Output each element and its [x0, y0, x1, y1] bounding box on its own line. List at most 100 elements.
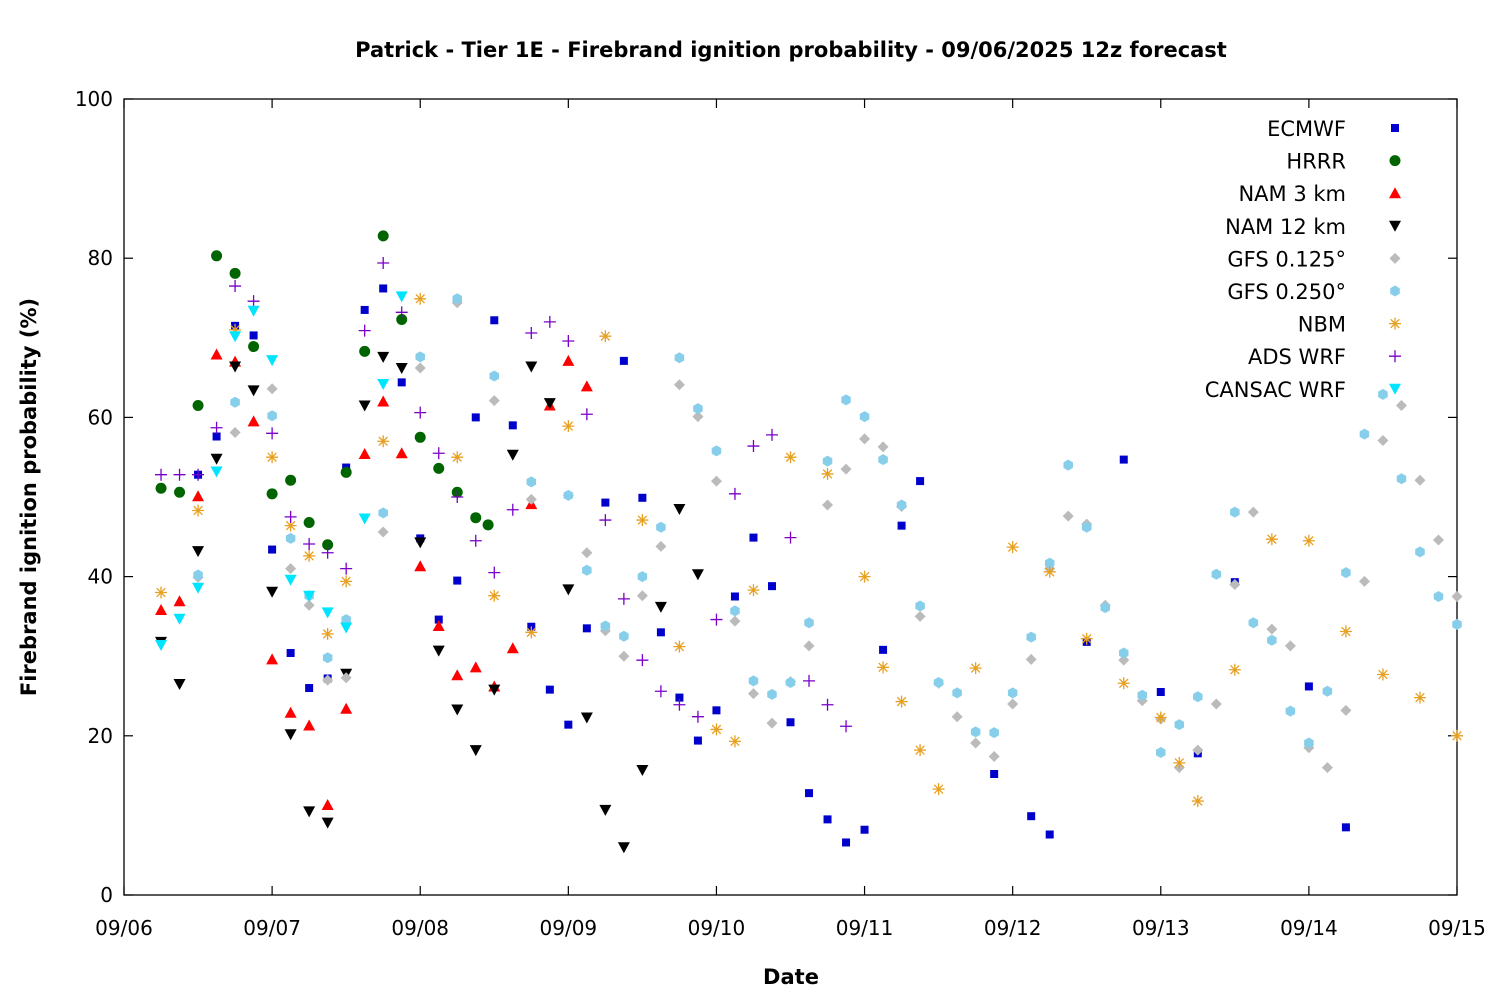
data-point — [1378, 388, 1388, 400]
data-point — [321, 799, 334, 811]
data-point — [266, 451, 279, 464]
data-point — [377, 351, 390, 363]
data-point — [1210, 698, 1222, 710]
data-point — [155, 640, 168, 652]
data-point — [414, 292, 427, 305]
data-point — [932, 783, 945, 796]
y-axis: 0 20 40 60 80 100 — [75, 87, 1457, 907]
data-point — [267, 410, 277, 422]
data-point — [285, 532, 296, 544]
data-point — [229, 331, 242, 343]
data-point — [638, 493, 647, 502]
data-point — [453, 576, 462, 585]
data-point — [1451, 591, 1463, 602]
data-point — [395, 363, 408, 375]
data-point — [748, 675, 759, 687]
x-tick-label: 09/08 — [391, 916, 449, 940]
data-point — [1193, 691, 1203, 703]
data-point — [341, 614, 351, 626]
data-point — [1173, 756, 1186, 769]
data-point — [619, 356, 628, 365]
data-point — [562, 354, 575, 366]
data-point — [766, 717, 778, 729]
data-point — [543, 315, 556, 328]
data-point — [1044, 557, 1055, 569]
data-point — [229, 323, 242, 336]
data-point — [395, 306, 408, 319]
data-point — [823, 815, 832, 824]
data-point — [636, 765, 649, 777]
chart-title: Patrick - Tier 1E - Firebrand ignition p… — [355, 38, 1227, 62]
data-point — [1284, 640, 1296, 652]
data-point — [192, 504, 205, 517]
data-point — [377, 378, 390, 390]
data-point — [655, 540, 667, 552]
data-point — [358, 324, 371, 337]
data-point — [414, 406, 427, 419]
data-point — [192, 399, 204, 411]
data-point — [674, 352, 685, 364]
data-point — [1341, 567, 1351, 579]
data-point — [712, 706, 721, 715]
data-point — [488, 566, 501, 579]
data-point — [414, 431, 426, 443]
data-point — [673, 698, 686, 711]
data-point — [916, 477, 925, 486]
data-point — [822, 455, 833, 467]
data-point — [600, 620, 611, 632]
data-point — [730, 605, 740, 617]
data-point — [1376, 668, 1389, 681]
data-point — [303, 590, 316, 602]
data-point — [617, 592, 630, 605]
legend-marker — [1389, 350, 1401, 363]
data-point — [210, 421, 223, 434]
data-point — [1045, 830, 1054, 839]
data-point — [1247, 506, 1259, 518]
data-point — [248, 341, 260, 353]
data-point — [1027, 812, 1036, 821]
data-point — [482, 519, 494, 531]
data-point — [803, 640, 815, 652]
data-point — [1137, 689, 1148, 701]
data-point — [859, 433, 871, 445]
data-point — [562, 334, 575, 347]
series-gfs-0-250 — [193, 293, 1462, 759]
data-point — [636, 590, 648, 602]
y-tick-label: 20 — [88, 724, 113, 748]
x-tick-label: 09/07 — [243, 916, 301, 940]
data-point — [1230, 506, 1240, 518]
data-point — [821, 698, 834, 711]
data-point — [1451, 729, 1463, 742]
data-point — [914, 610, 926, 622]
data-point — [525, 493, 537, 505]
data-point — [229, 361, 242, 373]
legend-marker — [1390, 285, 1400, 297]
data-point — [693, 403, 703, 415]
data-point — [1395, 399, 1407, 411]
data-point — [1174, 719, 1185, 731]
data-point — [432, 645, 445, 657]
data-point — [340, 672, 352, 684]
data-point — [266, 586, 279, 598]
data-point — [1154, 711, 1167, 724]
data-point — [693, 736, 702, 745]
data-point — [285, 563, 297, 575]
data-point — [879, 645, 888, 654]
data-point — [1007, 698, 1019, 710]
data-point — [580, 408, 593, 421]
data-point — [229, 280, 242, 293]
data-point — [1322, 685, 1333, 697]
data-point — [358, 448, 371, 460]
data-point — [1118, 647, 1129, 659]
data-point — [860, 825, 869, 834]
data-point — [970, 737, 982, 749]
data-point — [654, 685, 667, 698]
x-tick-label: 09/11 — [836, 916, 894, 940]
data-point — [321, 546, 334, 559]
data-point — [210, 453, 223, 465]
legend-marker — [1389, 317, 1401, 330]
data-point — [286, 649, 295, 658]
data-point — [266, 383, 278, 395]
data-point — [358, 513, 371, 525]
data-point — [321, 627, 334, 640]
